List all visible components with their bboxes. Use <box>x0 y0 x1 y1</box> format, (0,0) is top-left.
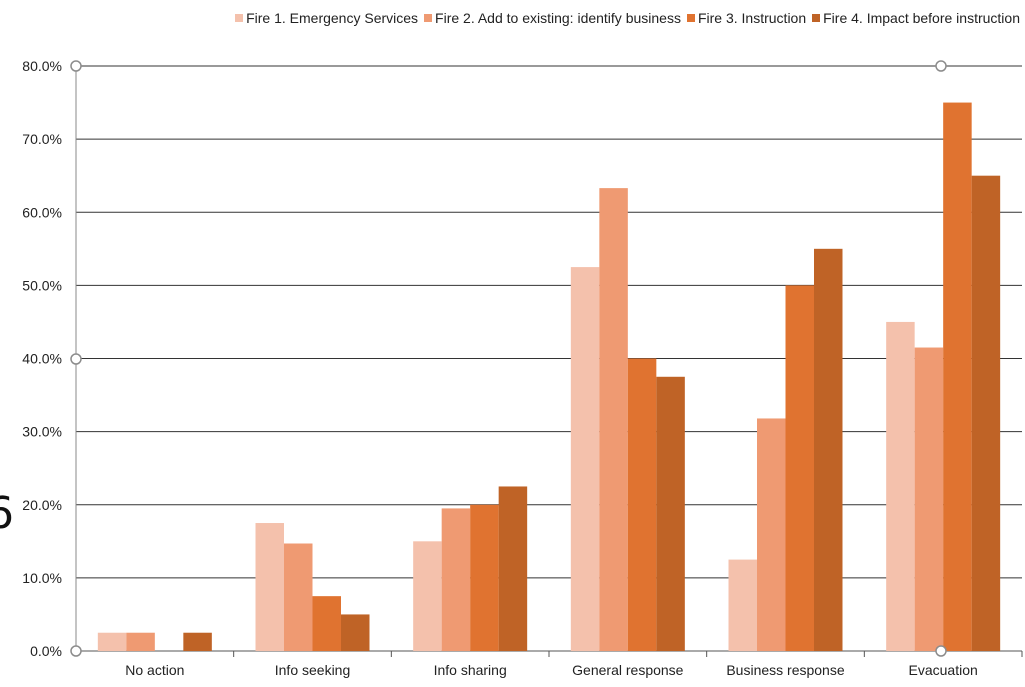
selection-handle <box>935 60 947 72</box>
selection-handle <box>70 645 82 657</box>
x-tick-label: General response <box>572 662 684 678</box>
selection-handle <box>935 645 947 657</box>
bar <box>183 632 212 651</box>
x-tick-label: No action <box>125 662 184 678</box>
bar <box>312 596 341 651</box>
bar <box>757 418 786 651</box>
bar <box>413 541 442 651</box>
y-tick-label: 10.0% <box>22 570 62 586</box>
y-tick-label: 20.0% <box>22 497 62 513</box>
chart-legend: Fire 1. Emergency Services Fire 2. Add to… <box>60 8 1020 28</box>
selection-handle <box>70 60 82 72</box>
bar <box>470 504 499 651</box>
legend-label: Fire 2. Add to existing: identify busine… <box>435 10 681 26</box>
y-tick-label: 80.0% <box>22 58 62 74</box>
bar <box>914 347 944 651</box>
bar <box>728 559 757 651</box>
y-tick-label: 30.0% <box>22 424 62 440</box>
x-tick-label: Info seeking <box>275 662 351 678</box>
bar <box>498 486 528 651</box>
cut-off-glyph: 6 <box>0 488 14 539</box>
legend-item: Fire 2. Add to existing: identify busine… <box>424 10 681 26</box>
bar <box>785 285 814 651</box>
x-tick-label: Info sharing <box>434 662 507 678</box>
y-tick-label: 60.0% <box>22 204 62 220</box>
legend-swatch <box>235 14 244 22</box>
bar <box>814 248 843 651</box>
y-tick-label: 40.0% <box>22 351 62 367</box>
bar <box>570 267 600 651</box>
bar <box>656 376 685 651</box>
x-tick-label: Evacuation <box>909 662 978 678</box>
selection-handle <box>70 353 82 365</box>
legend-swatch <box>424 14 433 22</box>
bar <box>255 523 284 651</box>
bar <box>971 175 1001 651</box>
legend-label: Fire 4. Impact before instruction <box>823 10 1020 26</box>
legend-swatch <box>686 14 695 22</box>
bar <box>97 632 127 651</box>
bar <box>341 614 370 651</box>
bar <box>599 188 628 651</box>
y-tick-label: 0.0% <box>30 643 62 659</box>
legend-label: Fire 3. Instruction <box>697 10 807 26</box>
y-tick-label: 70.0% <box>22 131 62 147</box>
x-tick-label: Business response <box>726 662 845 678</box>
y-tick-label: 50.0% <box>22 277 62 293</box>
legend-item: Fire 4. Impact before instruction <box>812 10 1020 26</box>
legend-swatch <box>812 14 821 22</box>
legend-item: Fire 1. Emergency Services <box>235 10 418 26</box>
bar <box>441 508 471 651</box>
bar <box>627 358 657 651</box>
bar <box>943 102 972 651</box>
bar <box>126 632 155 651</box>
bar <box>886 321 915 651</box>
legend-label: Fire 1. Emergency Services <box>246 10 419 26</box>
legend-item: Fire 3. Instruction <box>686 10 807 26</box>
bar <box>284 543 313 651</box>
